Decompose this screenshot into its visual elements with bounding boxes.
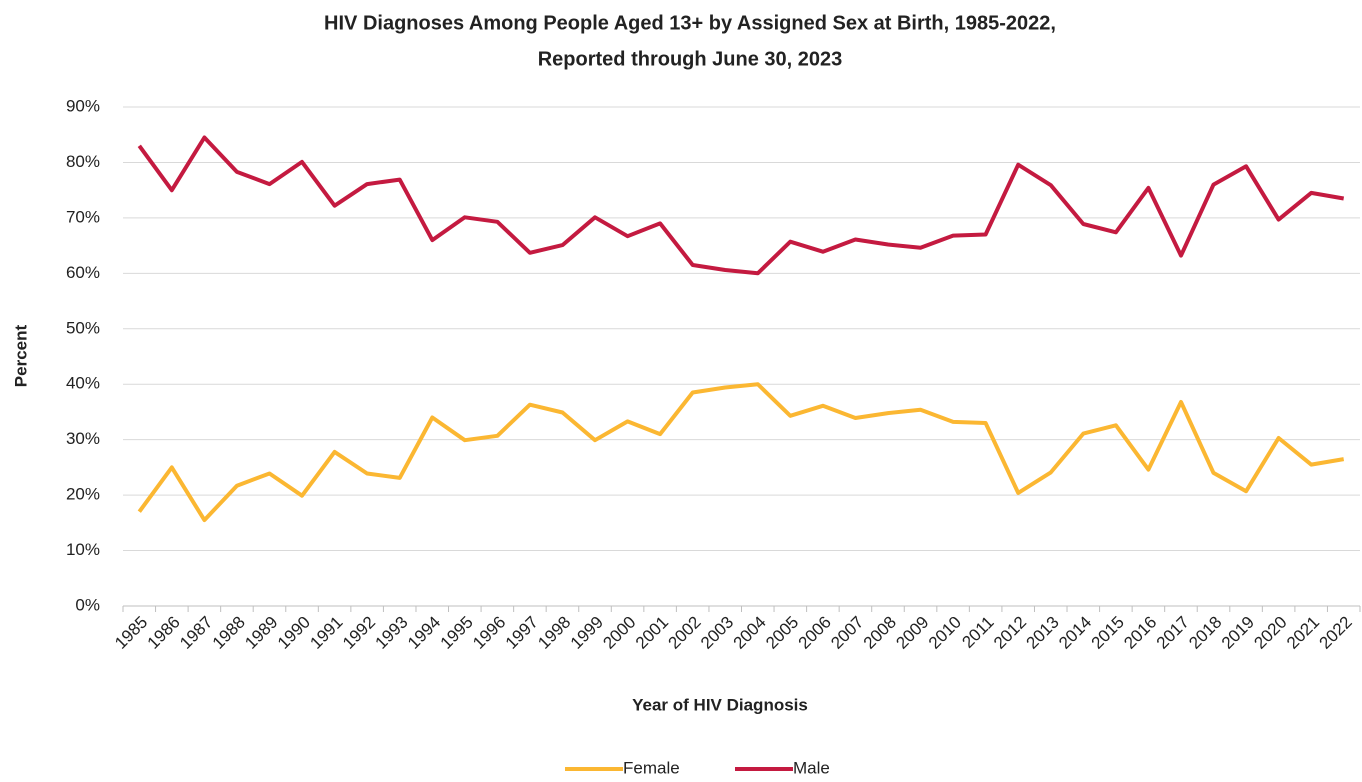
y-tick-label: 10%: [66, 540, 100, 559]
x-tick-label: 1989: [241, 613, 281, 653]
x-tick-label: 2004: [730, 613, 770, 653]
y-tick-label: 50%: [66, 318, 100, 337]
x-tick-label: 2005: [762, 613, 802, 653]
y-tick-label: 40%: [66, 374, 100, 393]
y-tick-label: 0%: [75, 595, 100, 614]
x-tick-label: 2010: [925, 613, 965, 653]
y-axis-label: Percent: [11, 324, 30, 387]
x-tick-label: 2015: [1088, 613, 1128, 653]
x-tick-label: 1986: [144, 613, 184, 653]
x-tick-label: 2003: [697, 613, 737, 653]
legend-label: Male: [793, 758, 830, 777]
x-tick-label: 2011: [958, 613, 997, 652]
x-tick-label: 1997: [502, 613, 542, 653]
x-tick-label: 2017: [1153, 613, 1193, 653]
x-tick-label: 2001: [632, 613, 672, 653]
x-tick-label: 2012: [990, 613, 1030, 653]
x-tick-label: 1999: [567, 613, 607, 653]
y-tick-label: 60%: [66, 263, 100, 282]
y-tick-label: 30%: [66, 429, 100, 448]
x-tick-label: 1988: [209, 613, 249, 653]
x-tick-label: 1998: [534, 613, 574, 653]
legend-label: Female: [623, 758, 680, 777]
x-tick-label: 2021: [1283, 613, 1323, 653]
y-tick-label: 70%: [66, 207, 100, 226]
x-tick-label: 2000: [599, 613, 639, 653]
x-tick-label: 2008: [860, 613, 900, 653]
x-tick-label: 2019: [1218, 613, 1258, 653]
x-tick-label: 1994: [404, 613, 444, 653]
x-tick-label: 1993: [372, 613, 412, 653]
x-tick-label: 2018: [1185, 613, 1225, 653]
y-tick-label: 20%: [66, 485, 100, 504]
x-axis-label: Year of HIV Diagnosis: [632, 695, 808, 714]
x-tick-label: 2014: [1055, 613, 1095, 653]
x-tick-label: 2006: [795, 613, 835, 653]
x-tick-label: 2016: [1120, 613, 1160, 653]
x-tick-label: 1991: [306, 613, 346, 653]
x-tick-label: 1992: [339, 613, 379, 653]
x-tick-label: 2020: [1250, 613, 1290, 653]
x-tick-label: 2002: [664, 613, 704, 653]
y-tick-label: 80%: [66, 152, 100, 171]
chart-title: Reported through June 30, 2023: [538, 48, 843, 70]
x-tick-label: 1987: [176, 613, 216, 653]
y-tick-label: 90%: [66, 96, 100, 115]
x-tick-label: 2007: [827, 613, 867, 653]
series-line: [137, 382, 1345, 523]
chart-title: HIV Diagnoses Among People Aged 13+ by A…: [324, 12, 1056, 34]
series-line: [137, 135, 1345, 276]
x-tick-label: 1985: [111, 613, 151, 653]
x-tick-label: 2022: [1316, 613, 1356, 653]
x-tick-label: 1995: [437, 613, 477, 653]
x-tick-label: 2013: [1023, 613, 1063, 653]
x-tick-label: 2009: [892, 613, 932, 653]
x-tick-label: 1990: [274, 613, 314, 653]
x-tick-label: 1996: [469, 613, 509, 653]
